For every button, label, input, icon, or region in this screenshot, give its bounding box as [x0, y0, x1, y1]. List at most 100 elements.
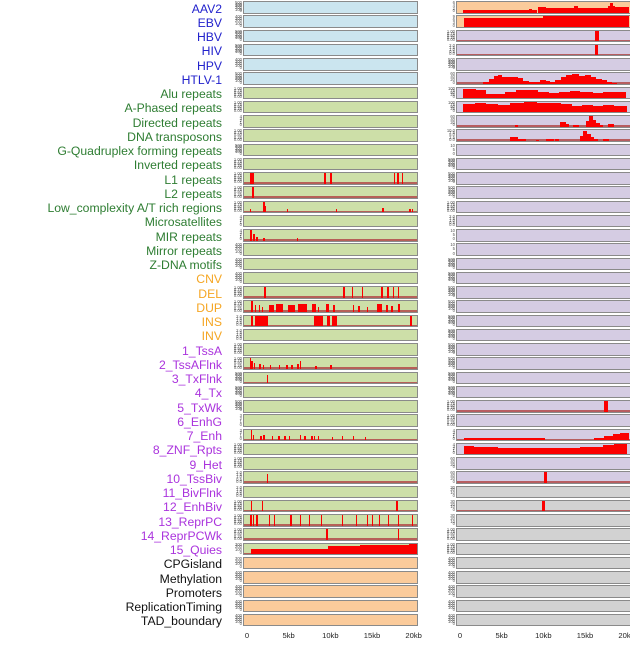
track-left-l1-repeats[interactable] [243, 172, 418, 185]
track-right-aav2[interactable] [456, 1, 630, 14]
track-right-z-dna-motifs[interactable] [456, 257, 630, 271]
track-right-mir-repeats[interactable] [456, 229, 630, 242]
track-right-hpv[interactable] [456, 58, 630, 71]
y-tick-label: 500 [235, 42, 242, 48]
track-right-a-phased-repeats[interactable] [456, 100, 630, 114]
track-left-12-enhbiv[interactable] [243, 499, 418, 513]
track-right-14-reprpcwk[interactable] [456, 528, 630, 541]
track-right-l2-repeats[interactable] [456, 186, 630, 199]
track-left-inverted-repeats[interactable] [243, 157, 418, 171]
track-left-ebv[interactable] [243, 15, 418, 28]
track-right-htlv-1[interactable] [456, 72, 630, 85]
track-bar [332, 315, 338, 327]
track-left-8-znf-rpts[interactable] [243, 442, 418, 456]
y-tick-label: 0.50 [233, 189, 242, 195]
track-left-inv[interactable] [243, 328, 418, 342]
track-right-6-enhg[interactable] [456, 414, 630, 427]
track-right-inverted-repeats[interactable] [456, 157, 630, 171]
track-left-htlv-1[interactable] [243, 72, 418, 85]
track-left-promoters[interactable] [243, 585, 418, 598]
track-right-hbv[interactable] [456, 29, 630, 43]
track-left-microsatellites[interactable] [243, 214, 418, 228]
track-right-directed-repeats[interactable] [456, 115, 630, 128]
track-right-12-enhbiv[interactable] [456, 499, 630, 513]
track-right-11-bivflnk[interactable] [456, 485, 630, 499]
track-left-cpgisland[interactable] [243, 556, 418, 570]
track-left-tad-boundary[interactable] [243, 613, 418, 627]
track-right-promoters[interactable] [456, 585, 630, 598]
track-right-cpgisland[interactable] [456, 556, 630, 570]
y-ticks-right-row-25: 500 400 300 200 100 0 [435, 357, 455, 370]
track-left-14-reprpcwk[interactable] [243, 528, 418, 541]
track-right-replicationtiming[interactable] [456, 599, 630, 613]
track-left-9-het[interactable] [243, 457, 418, 470]
track-bar [251, 301, 253, 312]
track-left-4-tx[interactable] [243, 385, 418, 399]
track-left-directed-repeats[interactable] [243, 115, 418, 128]
track-right-microsatellites[interactable] [456, 214, 630, 228]
track-left-1-tssa[interactable] [243, 343, 418, 356]
track-right-10-tssbiv[interactable] [456, 471, 630, 484]
track-right-4-tx[interactable] [456, 385, 630, 399]
track-left-7-enh[interactable] [243, 428, 418, 442]
track-left-mirror-repeats[interactable] [243, 243, 418, 256]
track-left-2-tssaflnk[interactable] [243, 357, 418, 370]
track-right-9-het[interactable] [456, 457, 630, 470]
track-bar [464, 17, 543, 27]
track-left-dup[interactable] [243, 300, 418, 313]
y-tick-label: 0.75 [233, 443, 242, 449]
track-left-hpv[interactable] [243, 58, 418, 71]
track-left-alu-repeats[interactable] [243, 86, 418, 100]
track-left-15-quies[interactable] [243, 542, 418, 556]
track-right-hiv[interactable] [456, 43, 630, 57]
y-tick-label: 0.00 [233, 108, 242, 114]
track-right-del[interactable] [456, 286, 630, 299]
track-right-g-quadruplex-forming-repeats[interactable] [456, 143, 630, 157]
track-left-z-dna-motifs[interactable] [243, 257, 418, 271]
track-right-ins[interactable] [456, 314, 630, 328]
track-left-replicationtiming[interactable] [243, 599, 418, 613]
track-right-1-tssa[interactable] [456, 343, 630, 356]
track-left-low-complexity-a-t-rich-regions[interactable] [243, 200, 418, 214]
track-right-alu-repeats[interactable] [456, 86, 630, 100]
track-left-13-reprpc[interactable] [243, 514, 418, 527]
track-bar [538, 91, 549, 99]
track-right-inv[interactable] [456, 328, 630, 342]
track-right-7-enh[interactable] [456, 428, 630, 442]
track-left-aav2[interactable] [243, 1, 418, 14]
track-right-13-reprpc[interactable] [456, 514, 630, 527]
track-right-low-complexity-a-t-rich-regions[interactable] [456, 200, 630, 214]
track-left-del[interactable] [243, 286, 418, 299]
track-right-ebv[interactable] [456, 15, 630, 28]
track-right-3-txflnk[interactable] [456, 371, 630, 385]
track-left-dna-transposons[interactable] [243, 129, 418, 142]
track-right-dna-transposons[interactable] [456, 129, 630, 142]
track-left-11-bivflnk[interactable] [243, 485, 418, 499]
track-right-mirror-repeats[interactable] [456, 243, 630, 256]
track-left-hbv[interactable] [243, 29, 418, 43]
y-tick-label: 0 [452, 521, 455, 527]
track-right-15-quies[interactable] [456, 542, 630, 556]
track-left-g-quadruplex-forming-repeats[interactable] [243, 143, 418, 157]
track-right-l1-repeats[interactable] [456, 172, 630, 185]
track-left-cnv[interactable] [243, 271, 418, 285]
track-right-tad-boundary[interactable] [456, 613, 630, 627]
track-right-methylation[interactable] [456, 571, 630, 584]
track-left-10-tssbiv[interactable] [243, 471, 418, 484]
track-right-8-znf-rpts[interactable] [456, 442, 630, 456]
track-left-l2-repeats[interactable] [243, 186, 418, 199]
track-right-5-txwk[interactable] [456, 400, 630, 413]
track-left-ins[interactable] [243, 314, 418, 328]
track-left-a-phased-repeats[interactable] [243, 100, 418, 114]
track-left-methylation[interactable] [243, 571, 418, 584]
y-tick-label: 0.0 [449, 222, 455, 228]
track-left-mir-repeats[interactable] [243, 229, 418, 242]
track-right-cnv[interactable] [456, 271, 630, 285]
track-left-3-txflnk[interactable] [243, 371, 418, 385]
track-left-5-txwk[interactable] [243, 400, 418, 413]
track-right-2-tssaflnk[interactable] [456, 357, 630, 370]
track-right-dup[interactable] [456, 300, 630, 313]
track-left-6-enhg[interactable] [243, 414, 418, 427]
track-left-hiv[interactable] [243, 43, 418, 57]
y-tick-label: 0.75 [233, 201, 242, 207]
